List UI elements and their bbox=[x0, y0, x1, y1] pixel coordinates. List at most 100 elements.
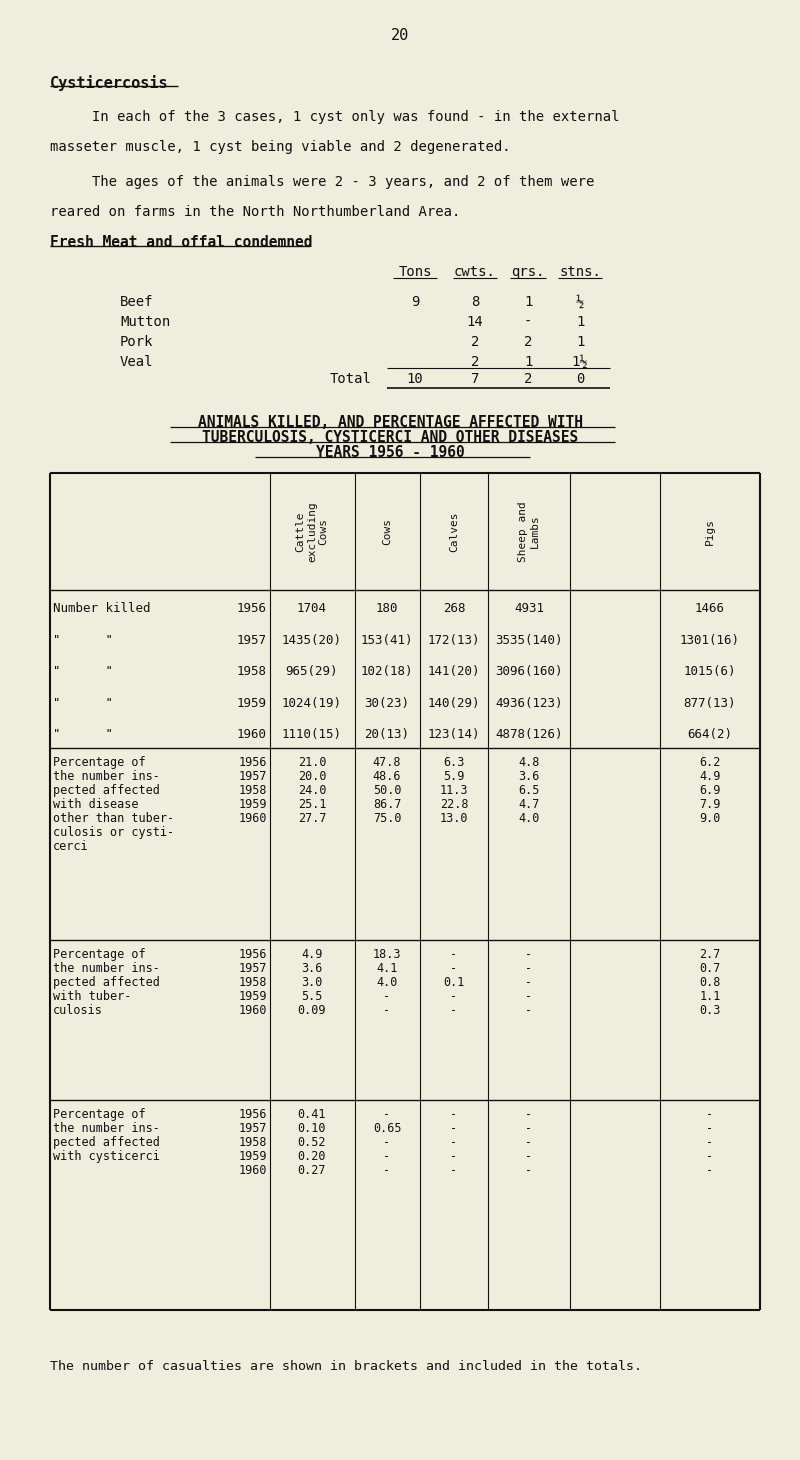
Text: -: - bbox=[383, 990, 390, 1003]
Text: 172(13): 172(13) bbox=[428, 634, 480, 647]
Text: 6.5: 6.5 bbox=[518, 784, 540, 797]
Text: Percentage of: Percentage of bbox=[53, 948, 146, 961]
Text: 4.8: 4.8 bbox=[518, 756, 540, 769]
Text: 1024(19): 1024(19) bbox=[282, 696, 342, 710]
Text: 1958: 1958 bbox=[238, 1136, 267, 1149]
Text: 50.0: 50.0 bbox=[373, 784, 402, 797]
Text: 3.0: 3.0 bbox=[302, 975, 322, 988]
Text: Cows: Cows bbox=[382, 518, 392, 545]
Text: 1958: 1958 bbox=[237, 666, 267, 679]
Text: culosis: culosis bbox=[53, 1004, 103, 1018]
Text: -: - bbox=[524, 315, 532, 328]
Text: other than tuber-: other than tuber- bbox=[53, 812, 174, 825]
Text: 6.9: 6.9 bbox=[699, 784, 721, 797]
Text: 1957: 1957 bbox=[237, 634, 267, 647]
Text: 1110(15): 1110(15) bbox=[282, 729, 342, 742]
Text: culosis or cysti-: culosis or cysti- bbox=[53, 826, 174, 839]
Text: 6.2: 6.2 bbox=[699, 756, 721, 769]
Text: 4.9: 4.9 bbox=[302, 948, 322, 961]
Text: 20(13): 20(13) bbox=[365, 729, 410, 742]
Text: 664(2): 664(2) bbox=[687, 729, 733, 742]
Text: -: - bbox=[706, 1136, 714, 1149]
Text: with cysticerci: with cysticerci bbox=[53, 1150, 160, 1164]
Text: -: - bbox=[383, 1164, 390, 1177]
Text: 2: 2 bbox=[471, 334, 479, 349]
Text: 5.9: 5.9 bbox=[443, 769, 465, 783]
Text: 18.3: 18.3 bbox=[373, 948, 402, 961]
Text: "      ": " " bbox=[53, 729, 113, 742]
Text: 21.0: 21.0 bbox=[298, 756, 326, 769]
Text: 1959: 1959 bbox=[237, 696, 267, 710]
Text: -: - bbox=[526, 962, 533, 975]
Text: with disease: with disease bbox=[53, 799, 138, 810]
Text: Calves: Calves bbox=[449, 511, 459, 552]
Text: 14: 14 bbox=[466, 315, 483, 328]
Text: 1956: 1956 bbox=[237, 602, 267, 615]
Text: -: - bbox=[383, 1150, 390, 1164]
Text: 22.8: 22.8 bbox=[440, 799, 468, 810]
Text: 1: 1 bbox=[524, 295, 532, 310]
Text: 1956: 1956 bbox=[238, 1108, 267, 1121]
Text: 2: 2 bbox=[524, 334, 532, 349]
Text: 0.10: 0.10 bbox=[298, 1121, 326, 1134]
Text: Mutton: Mutton bbox=[120, 315, 170, 328]
Text: -: - bbox=[526, 948, 533, 961]
Text: YEARS 1956 - 1960: YEARS 1956 - 1960 bbox=[316, 445, 464, 460]
Text: 30(23): 30(23) bbox=[365, 696, 410, 710]
Text: 1959: 1959 bbox=[238, 799, 267, 810]
Text: 7.9: 7.9 bbox=[699, 799, 721, 810]
Text: 5.5: 5.5 bbox=[302, 990, 322, 1003]
Text: 1466: 1466 bbox=[695, 602, 725, 615]
Text: 25.1: 25.1 bbox=[298, 799, 326, 810]
Text: -: - bbox=[526, 1121, 533, 1134]
Text: 4.7: 4.7 bbox=[518, 799, 540, 810]
Text: Number killed: Number killed bbox=[53, 602, 150, 615]
Text: Tons: Tons bbox=[398, 266, 432, 279]
Text: 965(29): 965(29) bbox=[286, 666, 338, 679]
Text: 1301(16): 1301(16) bbox=[680, 634, 740, 647]
Text: 0.20: 0.20 bbox=[298, 1150, 326, 1164]
Text: -: - bbox=[450, 1164, 458, 1177]
Text: -: - bbox=[450, 1004, 458, 1018]
Text: 6.3: 6.3 bbox=[443, 756, 465, 769]
Text: 1435(20): 1435(20) bbox=[282, 634, 342, 647]
Text: 141(20): 141(20) bbox=[428, 666, 480, 679]
Text: 102(18): 102(18) bbox=[361, 666, 414, 679]
Text: 2.7: 2.7 bbox=[699, 948, 721, 961]
Text: 13.0: 13.0 bbox=[440, 812, 468, 825]
Text: -: - bbox=[526, 1150, 533, 1164]
Text: -: - bbox=[526, 990, 533, 1003]
Text: 1956: 1956 bbox=[238, 948, 267, 961]
Text: 1956: 1956 bbox=[238, 756, 267, 769]
Text: -: - bbox=[706, 1150, 714, 1164]
Text: cwts.: cwts. bbox=[454, 266, 496, 279]
Text: 4936(123): 4936(123) bbox=[495, 696, 562, 710]
Text: -: - bbox=[450, 1121, 458, 1134]
Text: cerci: cerci bbox=[53, 839, 89, 853]
Text: 0.8: 0.8 bbox=[699, 975, 721, 988]
Text: 20.0: 20.0 bbox=[298, 769, 326, 783]
Text: 1½: 1½ bbox=[572, 355, 588, 369]
Text: Veal: Veal bbox=[120, 355, 154, 369]
Text: 0.52: 0.52 bbox=[298, 1136, 326, 1149]
Text: 1958: 1958 bbox=[238, 784, 267, 797]
Text: 1960: 1960 bbox=[238, 1164, 267, 1177]
Text: 4931: 4931 bbox=[514, 602, 544, 615]
Text: 7: 7 bbox=[471, 372, 479, 385]
Text: ANIMALS KILLED, AND PERCENTAGE AFFECTED WITH: ANIMALS KILLED, AND PERCENTAGE AFFECTED … bbox=[198, 415, 582, 431]
Text: 1960: 1960 bbox=[238, 812, 267, 825]
Text: Percentage of: Percentage of bbox=[53, 1108, 146, 1121]
Text: Pork: Pork bbox=[120, 334, 154, 349]
Text: 1959: 1959 bbox=[238, 990, 267, 1003]
Text: qrs.: qrs. bbox=[511, 266, 545, 279]
Text: -: - bbox=[706, 1164, 714, 1177]
Text: Cysticercosis: Cysticercosis bbox=[50, 74, 169, 91]
Text: 0.7: 0.7 bbox=[699, 962, 721, 975]
Text: 153(41): 153(41) bbox=[361, 634, 414, 647]
Text: 1957: 1957 bbox=[238, 769, 267, 783]
Text: -: - bbox=[526, 1108, 533, 1121]
Text: 123(14): 123(14) bbox=[428, 729, 480, 742]
Text: -: - bbox=[450, 962, 458, 975]
Text: 1960: 1960 bbox=[238, 1004, 267, 1018]
Text: TUBERCULOSIS, CYSTICERCI AND OTHER DISEASES: TUBERCULOSIS, CYSTICERCI AND OTHER DISEA… bbox=[202, 431, 578, 445]
